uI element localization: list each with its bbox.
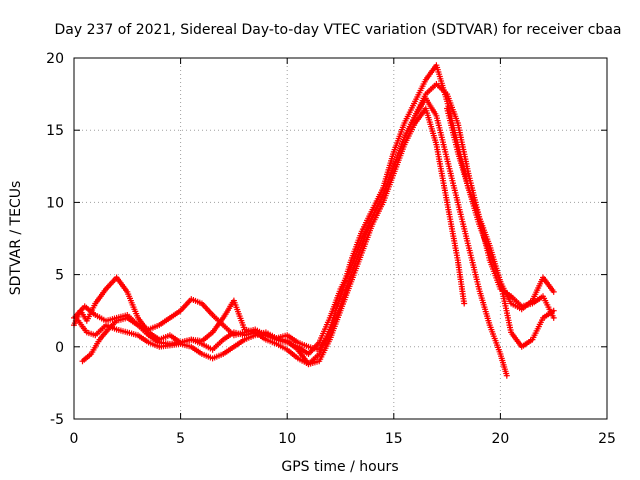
plot-frame xyxy=(73,57,608,420)
x-tick-label: 20 xyxy=(491,431,509,447)
y-tick-label: 15 xyxy=(46,123,64,139)
x-axis-label: GPS time / hours xyxy=(281,459,398,475)
series-track-3 xyxy=(79,105,468,368)
y-tick-label: 10 xyxy=(46,195,64,211)
chart-title: Day 237 of 2021, Sidereal Day-to-day VTE… xyxy=(55,22,622,38)
series-markers xyxy=(71,81,557,357)
x-tick-label: 10 xyxy=(278,431,296,447)
y-tick-label: 5 xyxy=(55,268,64,284)
series-track-2 xyxy=(71,81,557,357)
x-tick-label: 25 xyxy=(598,431,616,447)
tick-layer: 0 5 10 15 20 25 -5 0 5 10 15 20 xyxy=(46,51,616,447)
y-tick-label: 0 xyxy=(55,340,64,356)
series-track-1 xyxy=(71,62,557,368)
series-track-5 xyxy=(444,105,557,350)
series-line xyxy=(72,64,555,366)
series-markers xyxy=(444,105,557,350)
series-markers xyxy=(75,95,510,379)
y-tick-label: 20 xyxy=(46,51,64,67)
x-tick-label: 5 xyxy=(176,431,185,447)
data-layer xyxy=(71,62,557,379)
series-track-4 xyxy=(75,95,510,379)
y-tick-label: -5 xyxy=(50,412,64,428)
series-markers xyxy=(71,62,557,368)
series-markers xyxy=(79,105,468,368)
x-tick-label: 0 xyxy=(70,431,79,447)
y-axis-label: SDTVAR / TECUs xyxy=(8,181,24,296)
x-tick-label: 15 xyxy=(385,431,403,447)
grid-layer xyxy=(74,58,607,419)
